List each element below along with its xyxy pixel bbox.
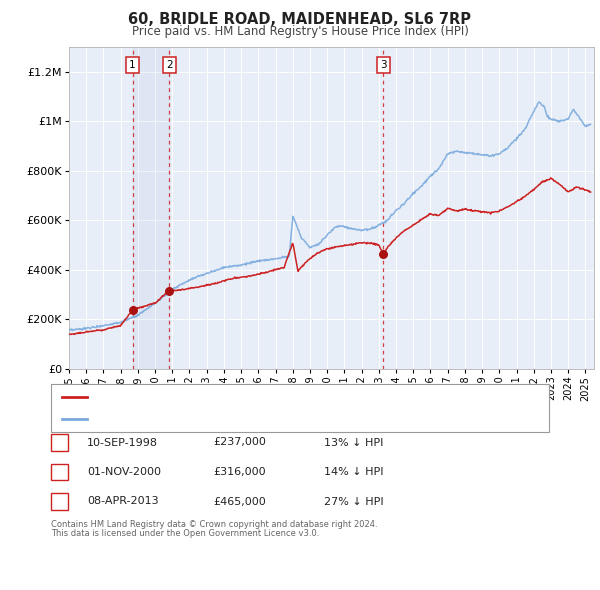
Text: 10-SEP-1998: 10-SEP-1998 [87,438,158,447]
Text: 2: 2 [166,60,173,70]
Text: 08-APR-2013: 08-APR-2013 [87,497,158,506]
Text: 13% ↓ HPI: 13% ↓ HPI [324,438,383,447]
Text: This data is licensed under the Open Government Licence v3.0.: This data is licensed under the Open Gov… [51,529,319,537]
Bar [133,47,169,369]
Text: Contains HM Land Registry data © Crown copyright and database right 2024.: Contains HM Land Registry data © Crown c… [51,520,377,529]
Text: £316,000: £316,000 [213,467,266,477]
Text: 1: 1 [129,60,136,70]
Text: 2: 2 [56,467,63,477]
Text: HPI: Average price, detached house, Windsor and Maidenhead: HPI: Average price, detached house, Wind… [93,414,418,424]
Text: 14% ↓ HPI: 14% ↓ HPI [324,467,383,477]
Text: 3: 3 [56,497,63,506]
Text: 01-NOV-2000: 01-NOV-2000 [87,467,161,477]
Text: £465,000: £465,000 [213,497,266,506]
Text: Price paid vs. HM Land Registry's House Price Index (HPI): Price paid vs. HM Land Registry's House … [131,25,469,38]
Text: 27% ↓ HPI: 27% ↓ HPI [324,497,383,506]
Text: £237,000: £237,000 [213,438,266,447]
Text: 1: 1 [56,438,63,447]
Text: 60, BRIDLE ROAD, MAIDENHEAD, SL6 7RP (detached house): 60, BRIDLE ROAD, MAIDENHEAD, SL6 7RP (de… [93,392,405,402]
Text: 3: 3 [380,60,387,70]
Text: 60, BRIDLE ROAD, MAIDENHEAD, SL6 7RP: 60, BRIDLE ROAD, MAIDENHEAD, SL6 7RP [128,12,472,27]
